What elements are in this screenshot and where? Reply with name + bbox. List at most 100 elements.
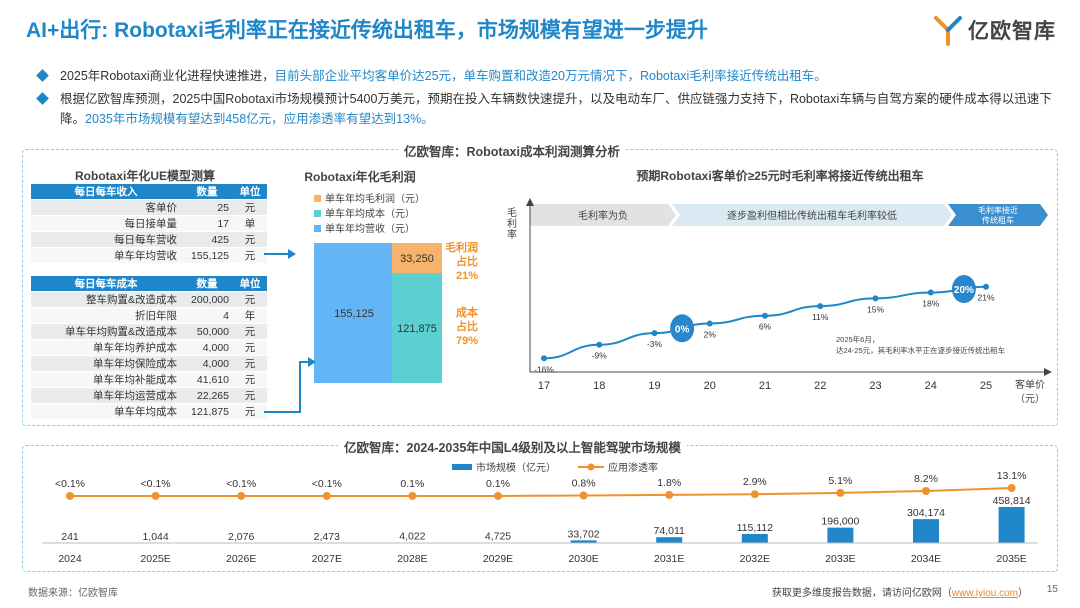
cost-cell: 单车年均购置&改造成本: [31, 323, 181, 340]
bullet-1: 2025年Robotaxi商业化进程快速推进，目前头部企业平均客单价达25元，单…: [36, 66, 1056, 86]
revenue-cell: 每日每车营收: [31, 231, 181, 248]
profit-annotation-value: 79%: [456, 335, 478, 347]
profit-legend-swatch: [314, 225, 321, 232]
margin-point: [706, 320, 713, 327]
margin-point: [596, 341, 603, 348]
margin-point: [927, 289, 934, 296]
revenue-cell: 每日接单量: [31, 215, 181, 232]
margin-note: 2025年6月，: [836, 334, 879, 344]
market-series: 241 2024 1,044 2025E 2,076 2026E 2,473 2027E 4,0…: [42, 470, 1038, 565]
revenue-header-cell: 数量: [181, 184, 233, 200]
profit-bar: [392, 243, 442, 274]
footer-note-end: ）: [1018, 588, 1028, 599]
margin-point-label: 6%: [759, 322, 772, 332]
market-legend: 市场规模（亿元） 应用渗透率: [452, 461, 658, 474]
market-penetration-label: 5.1%: [828, 475, 852, 487]
cost-cell: 200,000: [181, 291, 233, 308]
margin-x-tick: 19: [648, 380, 660, 392]
bullet-2-text: 根据亿欧智库预测，2025中国Robotaxi市场规模预计5400万美元，预期在…: [60, 92, 1052, 126]
cost-row: 整车购置&改造成本 200,000 元: [31, 291, 267, 308]
market-legend-label: 应用渗透率: [608, 461, 658, 474]
margin-zone-label: 逐步盈利但相比传统出租车毛利率较低: [727, 209, 897, 222]
cost-cell: 整车购置&改造成本: [31, 291, 181, 308]
margin-zone-label: 传统租车: [982, 215, 1014, 225]
market-category: 2026E: [226, 553, 256, 565]
market-bar-label: 304,174: [907, 507, 945, 519]
market-penetration-label: <0.1%: [226, 478, 256, 490]
market-bar: [570, 540, 597, 543]
revenue-row: 单车年均营收 155,125 元: [31, 247, 267, 264]
cost-cell: 元: [233, 323, 267, 340]
cost-row: 单车年均养护成本 4,000 元: [31, 339, 267, 356]
margin-y-label: 毛: [507, 207, 517, 219]
cost-header-cell: 每日每车成本: [31, 276, 181, 292]
cost-cell: 50,000: [181, 323, 233, 340]
cost-bar-label: 121,875: [397, 323, 437, 335]
margin-zone-label: 毛利率为负: [578, 209, 628, 222]
cost-cell: 121,875: [181, 403, 233, 420]
revenue-cell: 客单价: [31, 199, 181, 216]
footer-source: 数据来源：亿欧智库: [28, 588, 118, 599]
revenue-row: 客单价 25 元: [31, 199, 267, 216]
page-number: 15: [1046, 584, 1058, 595]
margin-point-label: -3%: [647, 339, 663, 349]
revenue-cell: 元: [233, 247, 267, 264]
profit-bar-label: 33,250: [400, 253, 434, 265]
market-penetration-label: 0.1%: [486, 478, 510, 490]
market-category: 2030E: [568, 553, 598, 565]
market-penetration-label: 8.2%: [914, 473, 938, 485]
market-bar: [656, 537, 683, 543]
profit-chart-title: Robotaxi年化毛利润: [304, 169, 415, 184]
margin-marker-label: 20%: [954, 285, 974, 296]
connector-arrows: [264, 249, 316, 413]
margin-point: [762, 312, 768, 319]
margin-y-label: 利: [507, 218, 517, 230]
margin-x-arrow: [1044, 368, 1052, 376]
profit-legend: 单车年均毛利润（元） 单车年均成本（元） 单车年均营收（元）: [314, 192, 425, 235]
profit-chart: Robotaxi年化毛利润 单车年均毛利润（元） 单车年均成本（元） 单车年均营收（…: [304, 169, 478, 383]
market-penetration-point: [322, 491, 331, 500]
margin-note: 达24-25元，其毛利率水平正在逐步接近传统出租车: [836, 345, 1006, 355]
bullet-1-highlight: 目前头部企业平均客单价达25元，单车购置和改造20万元情况下，Robotaxi毛…: [274, 69, 827, 83]
margin-zone-label: 毛利率接近: [978, 205, 1018, 215]
cost-row: 单车年均运营成本 22,265 元: [31, 387, 267, 404]
margin-chart-title: 预期Robotaxi客单价≥25元时毛利率将接近传统出租车: [636, 168, 923, 183]
bullet-1-text: 2025年Robotaxi商业化进程快速推进，: [60, 69, 275, 83]
market-category: 2024: [58, 553, 82, 565]
margin-x-tick: 17: [538, 380, 550, 392]
logo-mark-icon: [934, 16, 962, 46]
profit-legend-label: 单车年均成本（元）: [325, 207, 415, 220]
market-penetration-point: [494, 491, 502, 500]
revenue-row: 每日接单量 17 单: [31, 215, 267, 232]
revenue-cell: 元: [233, 231, 267, 248]
margin-x-tick: 21: [759, 380, 771, 392]
bullet-list: 2025年Robotaxi商业化进程快速推进，目前头部企业平均客单价达25元，单…: [36, 66, 1056, 132]
market-bar: [998, 507, 1025, 543]
revenue-cell: 25: [181, 199, 233, 216]
market-bar: [913, 519, 939, 543]
cost-table: 每日每车成本 数量 单位 整车购置&改造成本 200,000 元折旧年限 4 年单车年均购置&…: [31, 276, 267, 420]
market-penetration-label: <0.1%: [55, 478, 85, 490]
market-penetration-label: <0.1%: [141, 478, 171, 490]
market-penetration-point: [836, 488, 845, 497]
market-penetration-label: 0.1%: [400, 478, 424, 490]
margin-point-label: -16%: [534, 364, 554, 374]
market-penetration-point: [750, 490, 759, 499]
margin-x-tick: 22: [814, 380, 826, 392]
profit-legend-label: 单车年均营收（元）: [325, 222, 415, 235]
margin-marker: [951, 275, 976, 304]
margin-chart: 预期Robotaxi客单价≥25元时毛利率将接近传统出租车 毛利率为负 逐步盈利但…: [507, 168, 1052, 405]
cost-cell: 年: [233, 307, 267, 324]
bullet-2: 根据亿欧智库预测，2025中国Robotaxi市场规模预计5400万美元，预期在…: [36, 89, 1056, 129]
cost-row: 折旧年限 4 年: [31, 307, 267, 324]
footer-link[interactable]: www.iyiou.com: [951, 588, 1018, 599]
margin-series: 2025年6月，达24-25元，其毛利率水平正在逐步接近传统出租车 -16% -9%…: [534, 275, 1006, 374]
cost-row: 单车年均保险成本 4,000 元: [31, 355, 267, 372]
market-category: 2029E: [483, 553, 513, 565]
margin-y-arrow: [526, 198, 534, 206]
bullet-2-highlight: 2035年市场规模有望达到458亿元，应用渗透率有望达到13%。: [85, 112, 434, 126]
revenue-table: 每日每车收入 数量 单位 客单价 25 元每日接单量 17 单每日每车营收 425 元单车年均营收…: [31, 184, 267, 264]
market-bar-label: 2,473: [314, 531, 340, 543]
